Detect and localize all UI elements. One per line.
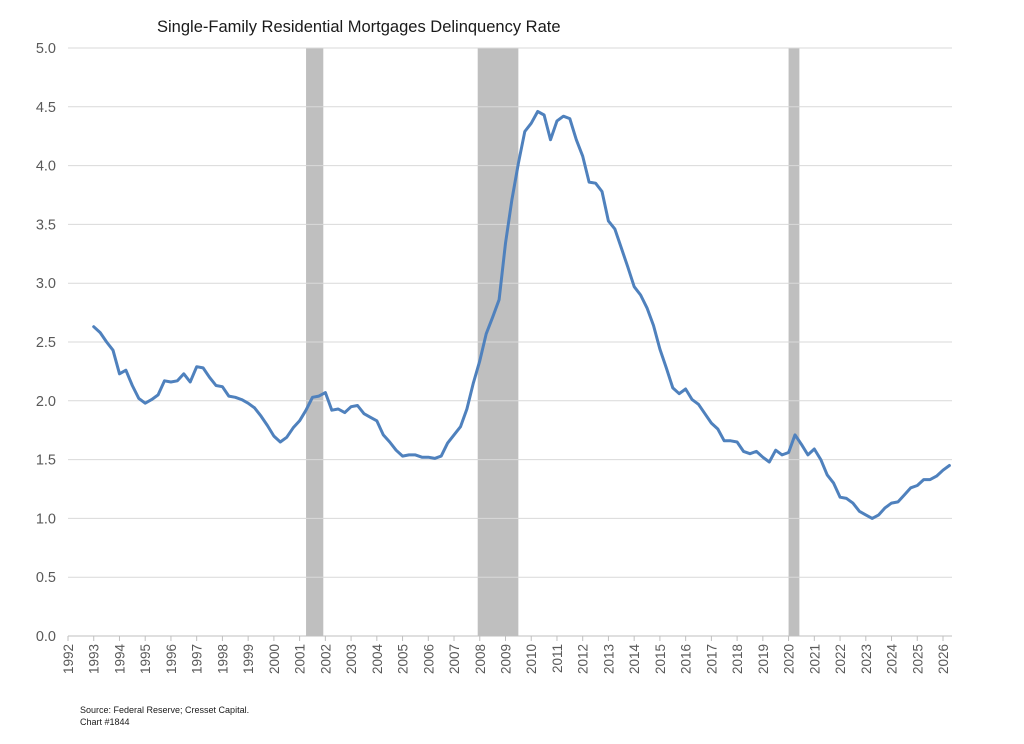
x-tick-label: 2018 xyxy=(730,644,745,674)
x-tick-label: 2004 xyxy=(370,644,385,675)
x-tick-label: 2024 xyxy=(885,644,900,675)
y-tick-label: 0.0 xyxy=(36,629,56,645)
x-tick-label: 2009 xyxy=(498,644,513,674)
x-tick-label: 2014 xyxy=(627,644,642,675)
x-tick-label: 1996 xyxy=(164,644,179,674)
y-axis-ticks: 0.0 0.5 1.0 1.5 2.0 2.5 3.0 3.5 4.0 4.5 5.0 xyxy=(36,41,56,645)
x-tick-label: 2005 xyxy=(396,644,411,674)
x-tick-label: 2022 xyxy=(833,644,848,674)
x-tick-label: 1999 xyxy=(241,644,256,674)
x-tick-label: 1994 xyxy=(112,644,127,675)
y-tick-label: 5.0 xyxy=(36,41,56,57)
x-tick-label: 1993 xyxy=(87,644,102,674)
x-tick-label: 2010 xyxy=(524,644,539,674)
x-tick-label: 2017 xyxy=(704,644,719,674)
x-tick-label: 2011 xyxy=(550,644,565,673)
gridlines xyxy=(68,47,952,637)
x-tick-label: 2020 xyxy=(782,644,797,674)
x-tick-label: 2001 xyxy=(293,644,308,674)
x-tick-label: 2015 xyxy=(653,644,668,674)
y-tick-label: 3.0 xyxy=(36,276,56,292)
y-tick-label: 2.0 xyxy=(36,394,56,410)
chart-title: Single-Family Residential Mortgages Deli… xyxy=(157,18,561,36)
x-tick-label: 2016 xyxy=(679,644,694,674)
y-tick-label: 0.5 xyxy=(36,570,56,586)
chart-id-note: Chart #1844 xyxy=(80,717,130,727)
x-tick-label: 2012 xyxy=(576,644,591,674)
x-tick-label: 1997 xyxy=(190,644,205,674)
y-tick-label: 1.5 xyxy=(36,453,56,469)
x-axis-ticks: 1992 1993 1994 1995 1996 1997 1998 1999 2000 2001… xyxy=(61,636,951,674)
x-tick-label: 1992 xyxy=(61,644,76,674)
x-tick-label: 1995 xyxy=(138,644,153,674)
series-layer xyxy=(92,110,951,520)
x-tick-label: 2000 xyxy=(267,644,282,674)
series-line-0 xyxy=(92,110,951,520)
x-tick-label: 2019 xyxy=(756,644,771,674)
y-tick-label: 2.5 xyxy=(36,335,56,351)
x-tick-label: 2013 xyxy=(601,644,616,674)
x-tick-label: 2007 xyxy=(447,644,462,674)
y-tick-label: 4.5 xyxy=(36,100,56,116)
x-tick-label: 2021 xyxy=(807,644,822,674)
x-tick-label: 2002 xyxy=(318,644,333,674)
source-note: Source: Federal Reserve; Cresset Capital… xyxy=(80,705,250,715)
y-tick-label: 3.5 xyxy=(36,217,56,233)
x-tick-label: 2003 xyxy=(344,644,359,674)
x-tick-label: 2026 xyxy=(936,644,951,674)
x-tick-label: 2008 xyxy=(473,644,488,674)
x-tick-label: 2025 xyxy=(910,644,925,674)
x-tick-label: 1998 xyxy=(215,644,230,674)
y-tick-label: 4.0 xyxy=(36,159,56,175)
x-tick-label: 2023 xyxy=(859,644,874,674)
y-tick-label: 1.0 xyxy=(36,511,56,527)
x-tick-label: 2006 xyxy=(421,644,436,674)
